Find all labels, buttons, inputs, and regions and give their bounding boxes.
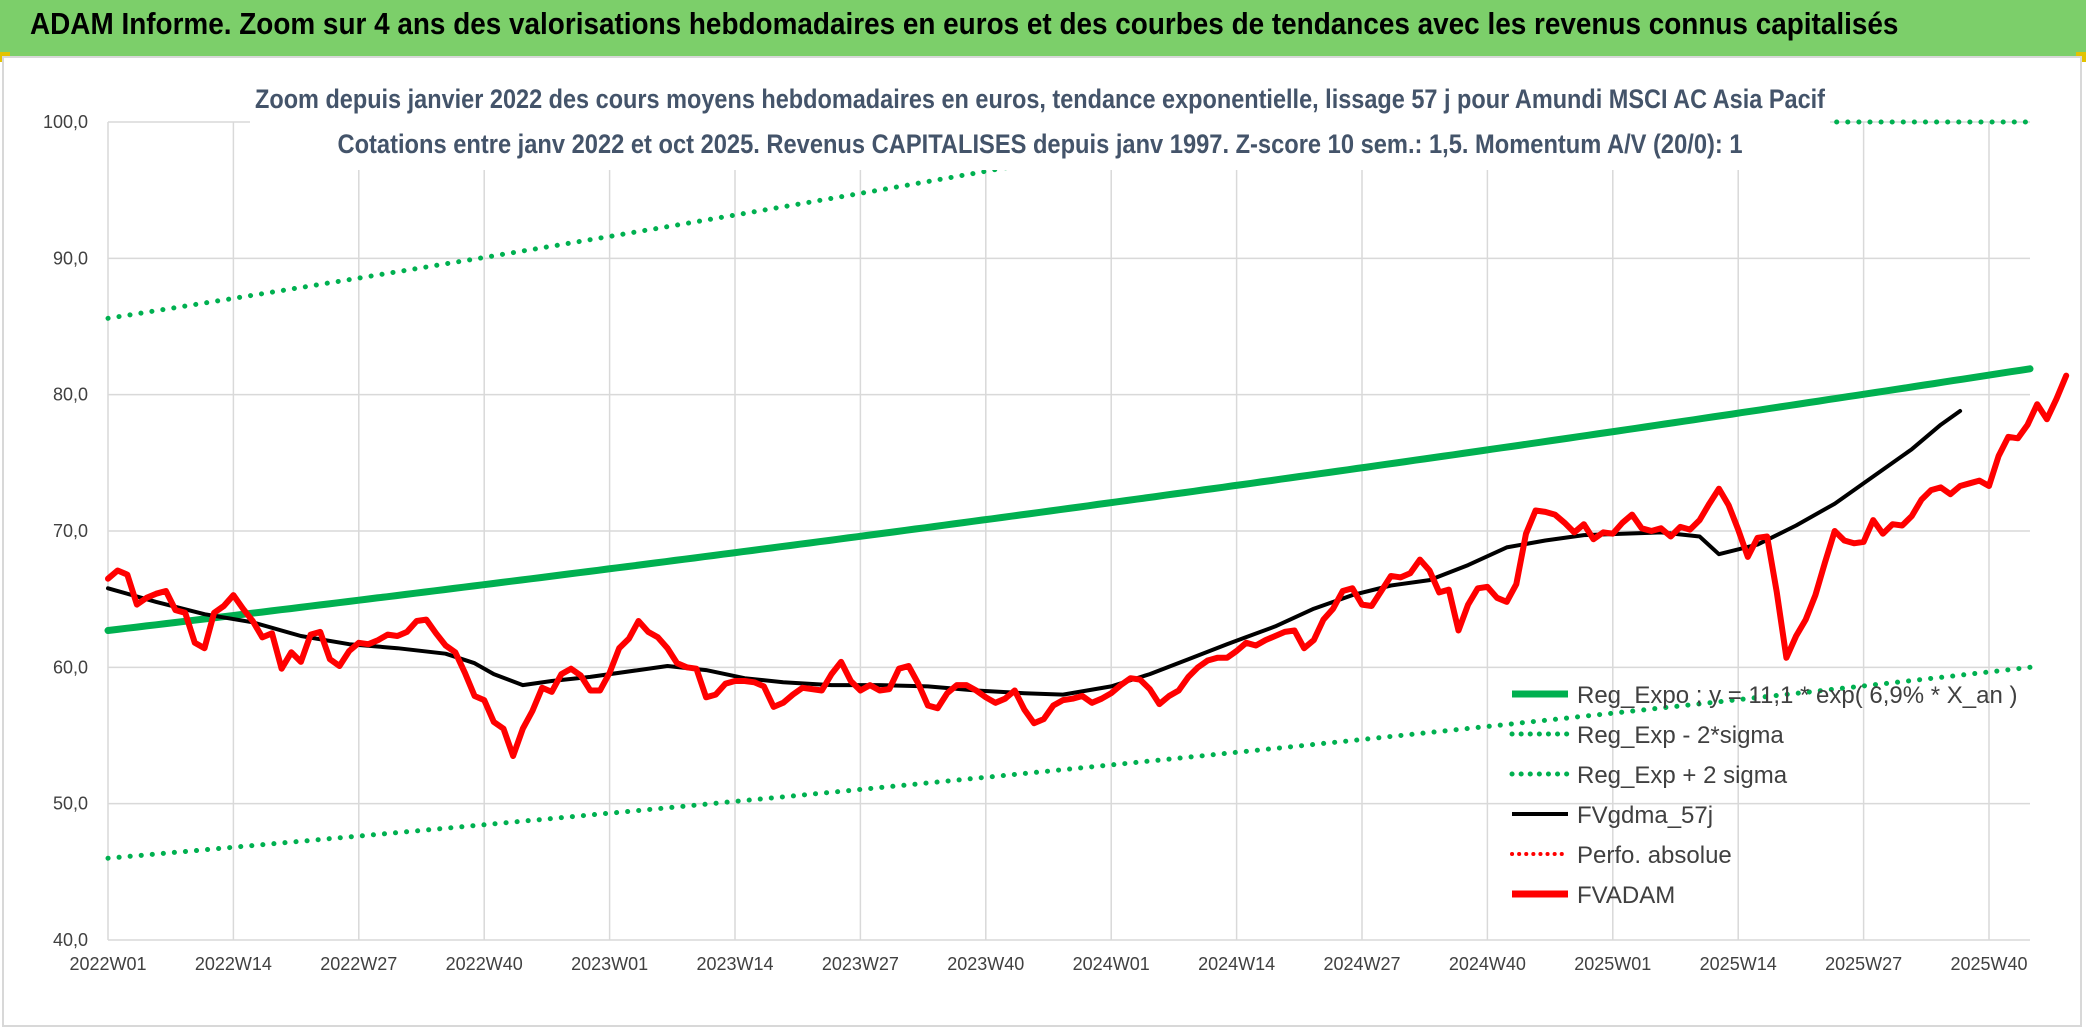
series-fvadam xyxy=(105,372,2070,759)
chart-subtitle-line-2: Cotations entre janv 2022 et oct 2025. R… xyxy=(338,129,1743,159)
x-tick-label: 2023W27 xyxy=(822,954,899,974)
data-lines xyxy=(105,372,2070,759)
series-reg-expo xyxy=(104,365,2034,634)
x-tick-label: 2022W01 xyxy=(69,954,146,974)
y-tick-label: 50,0 xyxy=(53,794,88,814)
x-tick-label: 2023W01 xyxy=(571,954,648,974)
x-tick-label: 2025W01 xyxy=(1574,954,1651,974)
x-tick-label: 2025W27 xyxy=(1825,954,1902,974)
y-tick-label: 60,0 xyxy=(53,657,88,677)
header-banner: ADAM Informe. Zoom sur 4 ans des valoris… xyxy=(0,0,2086,56)
x-axis-labels: 2022W01 2022W14 2022W27 2022W40 2023W01 2023W… xyxy=(69,954,2027,974)
legend-label-perfo: Perfo. absolue xyxy=(1577,842,1732,869)
legend-label-reg-expo: Reg_Expo ; y = 11,1 * exp( 6,9% * X_an ) xyxy=(1577,682,2017,709)
chart-subtitle-line-1: Zoom depuis janvier 2022 des cours moyen… xyxy=(255,84,1826,114)
y-axis-labels: 40,0 50,0 60,0 70,0 80,0 90,0 100,0 xyxy=(43,112,88,950)
series-reg-exp-minus-2sigma xyxy=(105,664,2033,861)
x-tick-label: 2022W40 xyxy=(446,954,523,974)
y-tick-label: 90,0 xyxy=(53,248,88,268)
page-title: ADAM Informe. Zoom sur 4 ans des valoris… xyxy=(30,6,1899,41)
x-tick-label: 2022W27 xyxy=(320,954,397,974)
legend-label-reg-minus: Reg_Exp - 2*sigma xyxy=(1577,722,1784,749)
legend-label-fvadam: FVADAM xyxy=(1577,882,1675,909)
x-tick-label: 2023W14 xyxy=(696,954,773,974)
trend-lines xyxy=(104,119,2034,861)
x-tick-label: 2024W27 xyxy=(1323,954,1400,974)
legend-label-reg-plus: Reg_Exp + 2 sigma xyxy=(1577,762,1788,789)
chart-frame xyxy=(2,56,2082,1027)
x-tick-label: 2025W14 xyxy=(1700,954,1777,974)
legend-label-fvgdma: FVgdma_57j xyxy=(1577,802,1713,829)
x-tick-label: 2023W40 xyxy=(947,954,1024,974)
y-tick-label: 70,0 xyxy=(53,521,88,541)
legend: Reg_Expo ; y = 11,1 * exp( 6,9% * X_an )… xyxy=(1509,682,2017,909)
x-tick-label: 2024W01 xyxy=(1073,954,1150,974)
y-tick-label: 100,0 xyxy=(43,112,88,132)
series-fvgdma-57j xyxy=(106,409,1963,697)
y-tick-label: 80,0 xyxy=(53,385,88,405)
x-tick-label: 2024W40 xyxy=(1449,954,1526,974)
subtitle-backdrop xyxy=(250,78,1830,170)
y-tick-label: 40,0 xyxy=(53,930,88,950)
x-tick-label: 2024W14 xyxy=(1198,954,1275,974)
x-tick-label: 2022W14 xyxy=(195,954,272,974)
x-tick-label: 2025W40 xyxy=(1950,954,2027,974)
